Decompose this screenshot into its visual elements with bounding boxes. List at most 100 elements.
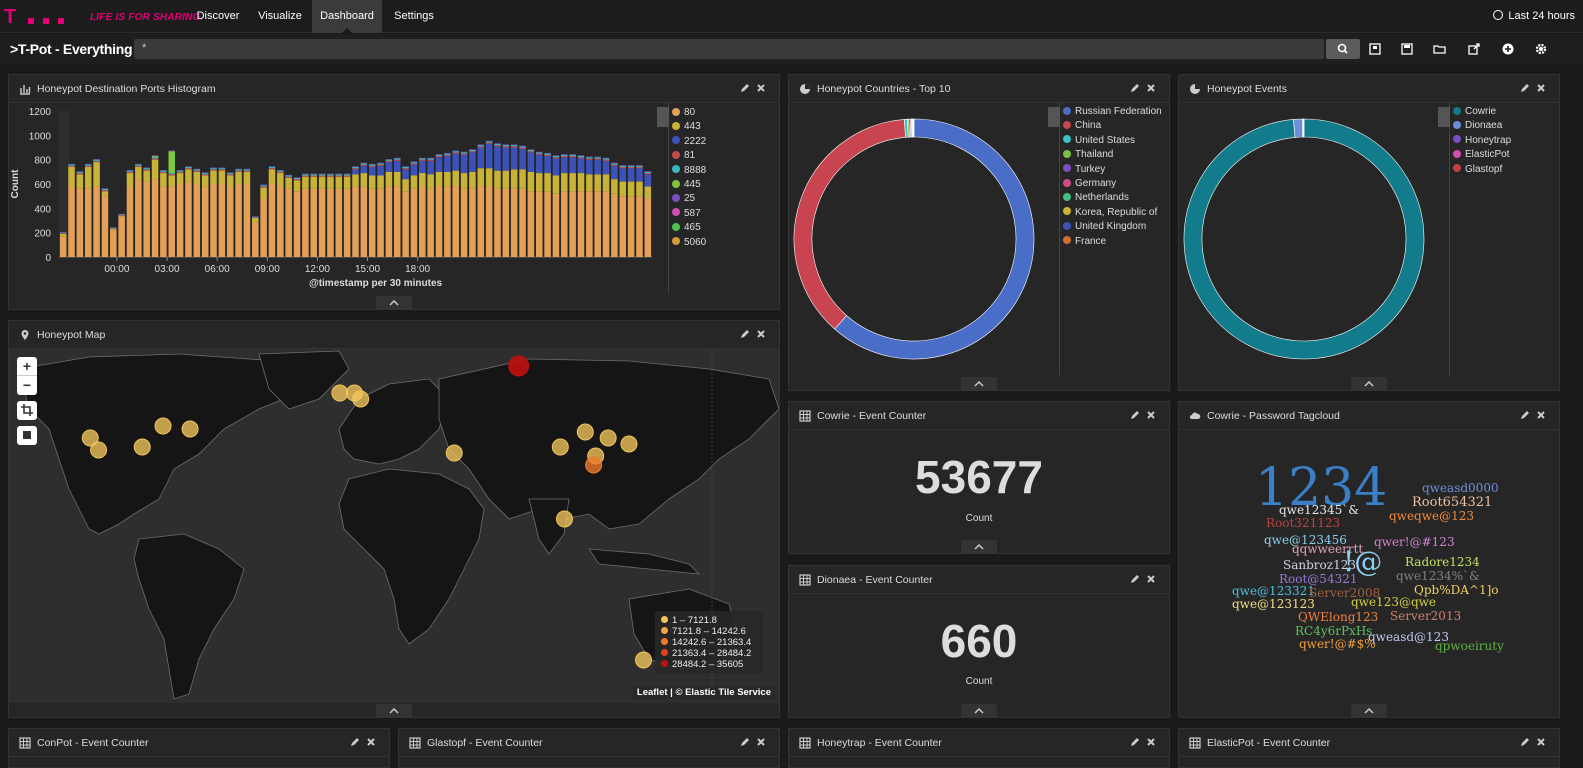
bar-segment[interactable] bbox=[402, 168, 409, 169]
bar-segment[interactable] bbox=[436, 172, 443, 187]
bar-segment[interactable] bbox=[427, 161, 434, 174]
map-marker[interactable] bbox=[552, 439, 568, 455]
bar-segment[interactable] bbox=[402, 167, 409, 168]
bar-segment[interactable] bbox=[68, 165, 75, 166]
bar-segment[interactable] bbox=[60, 233, 67, 234]
bar-segment[interactable] bbox=[344, 175, 351, 176]
bar-segment[interactable] bbox=[486, 141, 493, 142]
bar-segment[interactable] bbox=[68, 186, 75, 257]
bar-segment[interactable] bbox=[645, 172, 652, 173]
tagcloud-word[interactable]: qwe12345`& bbox=[1279, 504, 1359, 516]
bar-segment[interactable] bbox=[294, 179, 301, 180]
bar-segment[interactable] bbox=[461, 155, 468, 173]
bar-segment[interactable] bbox=[620, 165, 627, 166]
bar-segment[interactable] bbox=[110, 228, 117, 229]
map-marker[interactable] bbox=[586, 457, 602, 473]
map-marker[interactable] bbox=[600, 430, 616, 446]
bar-segment[interactable] bbox=[194, 169, 201, 170]
bar-segment[interactable] bbox=[586, 191, 593, 257]
bar-segment[interactable] bbox=[377, 166, 384, 176]
bar-segment[interactable] bbox=[611, 165, 618, 166]
bar-segment[interactable] bbox=[594, 160, 601, 175]
bar-segment[interactable] bbox=[469, 151, 476, 152]
bar-segment[interactable] bbox=[194, 184, 201, 257]
bar-segment[interactable] bbox=[394, 161, 401, 172]
bar-segment[interactable] bbox=[219, 171, 226, 184]
bar-segment[interactable] bbox=[168, 175, 175, 186]
bar-segment[interactable] bbox=[135, 179, 142, 257]
bar-segment[interactable] bbox=[85, 167, 92, 189]
bar-segment[interactable] bbox=[394, 158, 401, 159]
tagcloud-word[interactable]: RC4y6rPxHs bbox=[1295, 625, 1372, 637]
bar-segment[interactable] bbox=[528, 151, 535, 152]
bar-segment[interactable] bbox=[160, 170, 167, 171]
bar-segment[interactable] bbox=[235, 171, 242, 172]
bar-segment[interactable] bbox=[544, 156, 551, 173]
legend-item[interactable]: Russian Federation bbox=[1063, 106, 1162, 117]
bar-segment[interactable] bbox=[352, 174, 359, 186]
bar-segment[interactable] bbox=[461, 189, 468, 257]
bar-segment[interactable] bbox=[244, 169, 251, 170]
bar-segment[interactable] bbox=[603, 158, 610, 159]
bar-segment[interactable] bbox=[519, 146, 526, 147]
bar-segment[interactable] bbox=[210, 168, 217, 169]
bar-segment[interactable] bbox=[68, 164, 75, 165]
bar-segment[interactable] bbox=[444, 156, 451, 172]
bar-segment[interactable] bbox=[386, 160, 393, 161]
bar-segment[interactable] bbox=[569, 157, 576, 173]
bar-segment[interactable] bbox=[235, 172, 242, 184]
bar-segment[interactable] bbox=[143, 182, 150, 257]
donut-slice[interactable] bbox=[835, 119, 1034, 359]
bar-segment[interactable] bbox=[436, 154, 443, 155]
bar-segment[interactable] bbox=[252, 217, 259, 218]
legend-item[interactable]: Germany bbox=[1063, 178, 1116, 189]
bar-segment[interactable] bbox=[319, 175, 326, 176]
bar-segment[interactable] bbox=[544, 173, 551, 191]
bar-segment[interactable] bbox=[285, 177, 292, 178]
bar-segment[interactable] bbox=[419, 173, 426, 186]
bar-segment[interactable] bbox=[561, 155, 568, 156]
bar-segment[interactable] bbox=[285, 178, 292, 189]
close-icon[interactable] bbox=[1535, 409, 1547, 421]
map-marker[interactable] bbox=[621, 436, 637, 452]
bar-segment[interactable] bbox=[394, 158, 401, 159]
bar-segment[interactable] bbox=[636, 166, 643, 167]
bar-segment[interactable] bbox=[302, 174, 309, 175]
bar-segment[interactable] bbox=[168, 173, 175, 174]
bar-segment[interactable] bbox=[586, 158, 593, 159]
bar-segment[interactable] bbox=[645, 171, 652, 172]
legend-item[interactable]: 80 bbox=[672, 107, 695, 118]
tagcloud-word[interactable]: Root321123 bbox=[1266, 517, 1340, 529]
bar-segment[interactable] bbox=[110, 228, 117, 229]
tagcloud-word[interactable]: qwer!@#$% bbox=[1299, 638, 1376, 650]
bar-segment[interactable] bbox=[118, 214, 125, 215]
bar-segment[interactable] bbox=[168, 151, 175, 152]
bar-segment[interactable] bbox=[628, 168, 635, 181]
collapse-toggle[interactable] bbox=[961, 377, 997, 390]
bar-segment[interactable] bbox=[93, 161, 100, 162]
nav-dashboard[interactable]: Dashboard bbox=[312, 0, 382, 33]
bar-segment[interactable] bbox=[277, 186, 284, 257]
bar-segment[interactable] bbox=[469, 149, 476, 150]
legend-item[interactable]: Turkey bbox=[1063, 164, 1105, 175]
bar-segment[interactable] bbox=[168, 151, 175, 173]
bar-segment[interactable] bbox=[427, 189, 434, 257]
edit-pencil-icon[interactable] bbox=[739, 82, 751, 94]
bar-segment[interactable] bbox=[553, 156, 560, 157]
bar-segment[interactable] bbox=[210, 169, 217, 170]
bar-segment[interactable] bbox=[427, 160, 434, 161]
bar-segment[interactable] bbox=[102, 191, 109, 196]
bar-segment[interactable] bbox=[244, 172, 251, 184]
bar-segment[interactable] bbox=[478, 144, 485, 145]
bar-segment[interactable] bbox=[152, 179, 159, 257]
bar-segment[interactable] bbox=[586, 174, 593, 191]
bar-segment[interactable] bbox=[93, 160, 100, 161]
tagcloud-word[interactable]: qweasd0000 bbox=[1422, 482, 1499, 494]
bar-segment[interactable] bbox=[528, 150, 535, 151]
bar-segment[interactable] bbox=[561, 191, 568, 257]
telekom-logo-icon[interactable]: T bbox=[4, 6, 16, 29]
bar-segment[interactable] bbox=[628, 166, 635, 167]
bar-segment[interactable] bbox=[594, 157, 601, 158]
bar-segment[interactable] bbox=[511, 144, 518, 145]
legend-toggle[interactable] bbox=[1048, 107, 1060, 127]
